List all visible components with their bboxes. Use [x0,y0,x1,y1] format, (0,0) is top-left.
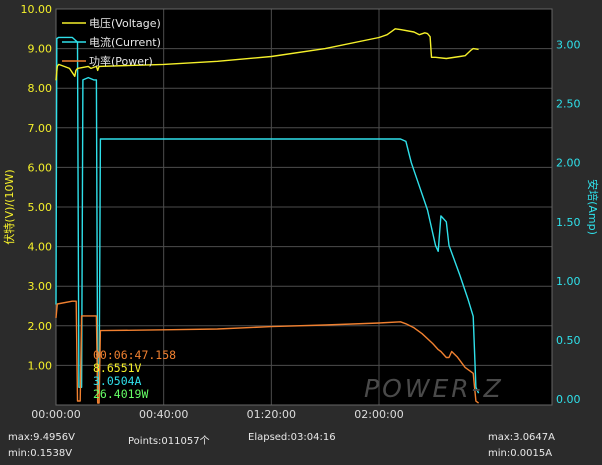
y-right-tick-label: 0.00 [556,393,581,406]
y-left-tick-label: 6.00 [28,161,53,174]
cursor-value: 26.4019W [93,387,148,401]
y-left-tick-label: 3.00 [28,280,53,293]
y-left-tick-label: 10.00 [21,3,53,16]
y-right-tick-label: 2.50 [556,98,581,111]
elapsed-time: Elapsed:03:04:16 [248,432,336,443]
y-right-tick-label: 1.00 [556,275,581,288]
min-voltage: min:0.1538V [8,448,73,459]
watermark: POWER-Z [364,374,504,403]
points-count: Points:011057个 [128,436,210,447]
y-right-tick-label: 1.50 [556,216,581,229]
x-tick-label: 00:00:00 [31,408,80,421]
x-tick-label: 01:20:00 [247,408,296,421]
cursor-value: 00:06:47.158 [93,348,176,362]
legend: 电压(Voltage) 电流(Current) 功率(Power) [62,17,161,68]
series-line-power [55,300,480,404]
min-current: min:0.0015A [488,448,553,459]
series-lines [55,28,480,404]
y-left-tick-label: 9.00 [28,43,53,56]
legend-entry: 电压(Voltage) [89,17,161,30]
cursor-value: 3.0504A [93,374,142,388]
y-right-tick-label: 0.50 [556,334,581,347]
max-voltage: max:9.4956V [8,432,75,443]
legend-entry: 功率(Power) [89,54,153,68]
y-left-tick-label: 7.00 [28,122,53,135]
y-right-axis-label: 安培(Amp) [586,179,600,235]
y-right-tick-label: 3.00 [556,38,581,51]
max-current: max:3.0647A [488,432,555,443]
y-left-tick-label: 8.00 [28,82,53,95]
x-tick-label: 02:00:00 [354,408,403,421]
y-right-tick-label: 2.00 [556,157,581,170]
legend-entry: 电流(Current) [89,35,161,49]
axis-ticks: 1.00 2.00 3.00 4.00 5.00 6.00 7.00 8.00 9.00 10.0… [21,3,581,421]
x-tick-label: 00:40:00 [139,408,188,421]
stats-footer: max:9.4956V min:0.1538V Points:011057个 E… [0,426,602,465]
y-left-tick-label: 5.00 [28,201,53,214]
chart-area: 1.00 2.00 3.00 4.00 5.00 6.00 7.00 8.00 9.00 10.0… [2,3,600,421]
series-line-voltage [55,28,479,81]
cursor-value: 8.6551V [93,361,142,375]
y-left-axis-label: 伏特(V)/(10W) [2,169,16,244]
y-left-tick-label: 2.00 [28,320,53,333]
y-left-tick-label: 1.00 [28,359,53,372]
y-left-tick-label: 4.00 [28,241,53,254]
